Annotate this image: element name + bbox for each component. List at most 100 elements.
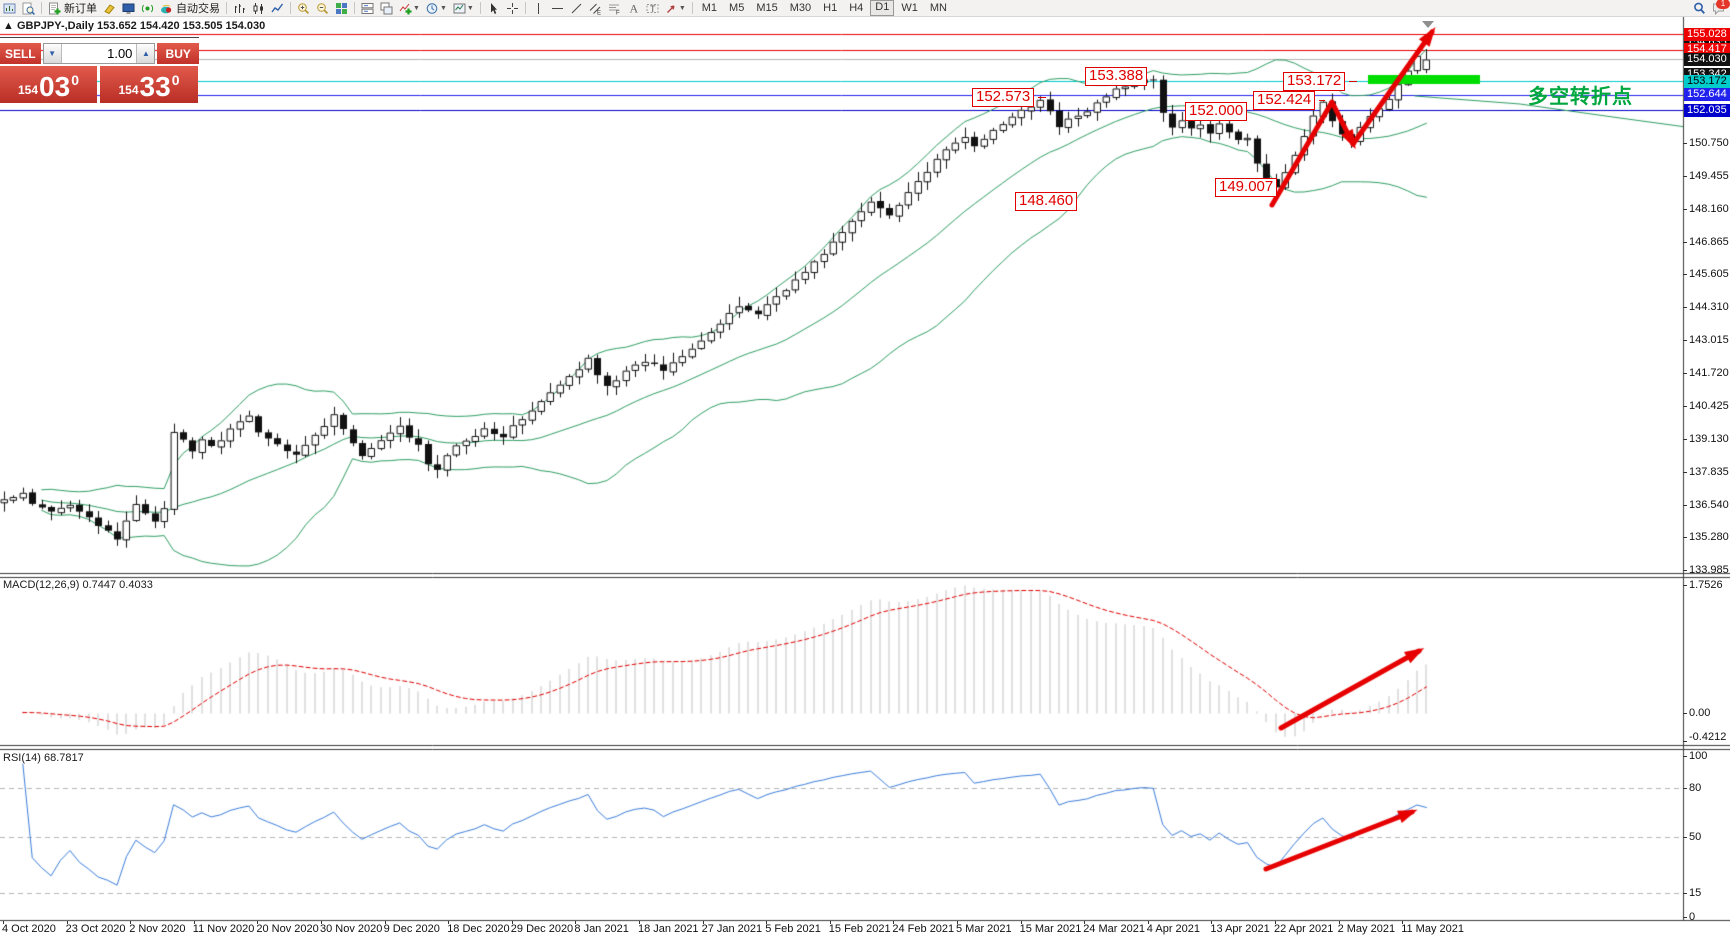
- bar-chart-button[interactable]: [231, 1, 248, 16]
- channel-button[interactable]: E: [587, 1, 604, 16]
- toolbar-separator: [290, 2, 291, 14]
- new-order-label: 新订单: [64, 3, 97, 15]
- templates-button[interactable]: ▼: [451, 1, 476, 16]
- market-watch-button[interactable]: [20, 1, 37, 16]
- price-flag-connector: [1319, 100, 1325, 102]
- search-button[interactable]: [1691, 1, 1708, 16]
- svg-text:T: T: [650, 4, 656, 14]
- cursor-button[interactable]: [485, 1, 502, 16]
- rsi-axis-tick-label: 50: [1689, 830, 1702, 843]
- price-axis-tick-label: 150.750: [1689, 137, 1729, 149]
- chart-shift-marker-icon[interactable]: [1422, 21, 1434, 28]
- new-order-button[interactable]: 新订单: [46, 1, 99, 16]
- svg-text:E: E: [597, 10, 601, 15]
- date-label: 24 Mar 2021: [1083, 923, 1145, 935]
- date-tick: [1338, 921, 1340, 924]
- rsi-axis-tick: [1683, 917, 1687, 918]
- timeframe-button-M5[interactable]: M5: [729, 2, 745, 14]
- symbol-ohlc-info: ▲ GBPJPY-,Daily 153.652 154.420 153.505 …: [3, 20, 266, 32]
- terminal-button[interactable]: [120, 1, 137, 16]
- notifications-button[interactable]: 1: [1710, 0, 1730, 16]
- auto-trading-label: 自动交易: [176, 3, 220, 15]
- timeframe-button-H4[interactable]: H4: [849, 2, 864, 14]
- price-axis-tick-label: 149.455: [1689, 169, 1729, 182]
- sell-button[interactable]: SELL: [0, 43, 41, 64]
- date-label: 30 Nov 2020: [320, 923, 383, 935]
- text-label-button[interactable]: T: [644, 1, 661, 16]
- timeframe-button-M15[interactable]: M15: [756, 2, 778, 14]
- auto-trading-button[interactable]: 自动交易: [158, 1, 222, 16]
- auto-trading-icon: [160, 2, 173, 15]
- strategy-tester-button[interactable]: [139, 1, 156, 16]
- price-axis-tick-label: 148.160: [1689, 202, 1729, 215]
- styler-button[interactable]: [101, 1, 118, 16]
- date-label: 15 Feb 2021: [828, 923, 891, 935]
- rsi-axis-tick-label: 15: [1689, 886, 1702, 899]
- cascade-windows-button[interactable]: [378, 1, 395, 16]
- price-flag-annotation: 148.460: [1015, 192, 1078, 212]
- zoom-in-button[interactable]: [295, 1, 312, 16]
- arrange-windows-button[interactable]: [359, 1, 376, 16]
- date-label: 2 May 2021: [1337, 923, 1396, 935]
- chart-window-button[interactable]: [1, 1, 18, 16]
- one-click-trade-panel: SELL ▼ ▲ BUY 154 03 0 154 33 0: [0, 43, 199, 103]
- price-axis-tick: [1683, 373, 1687, 374]
- vertical-line-icon: [532, 2, 545, 15]
- date-tick: [257, 921, 259, 924]
- horizontal-line-button[interactable]: [549, 1, 566, 16]
- periods-button[interactable]: ▼: [424, 1, 449, 16]
- candle-chart-button[interactable]: [250, 1, 267, 16]
- sell-price-display[interactable]: 154 03 0: [0, 66, 97, 103]
- toolbar-separator: [691, 2, 693, 14]
- price-axis-badge: 155.028: [1684, 27, 1730, 41]
- toolbar-separator: [479, 2, 481, 14]
- price-axis-tick-label: 143.015: [1689, 334, 1729, 347]
- timeframe-button-W1[interactable]: W1: [901, 2, 918, 14]
- date-tick: [1147, 921, 1149, 924]
- cursor-icon: [487, 2, 500, 15]
- line-chart-button[interactable]: [269, 1, 286, 16]
- price-axis-tick: [1683, 471, 1687, 473]
- timeframe-button-M30[interactable]: M30: [789, 2, 812, 14]
- add-indicator-button[interactable]: ▼: [397, 1, 422, 16]
- volume-input[interactable]: [61, 44, 137, 63]
- tile-windows-icon: [335, 2, 348, 15]
- buy-button[interactable]: BUY: [157, 43, 199, 64]
- arrow-shapes-button[interactable]: ▼: [663, 1, 688, 16]
- fibonacci-button[interactable]: F: [606, 1, 623, 16]
- date-tick: [829, 921, 831, 924]
- crosshair-button[interactable]: [504, 1, 521, 16]
- volume-decrease-button[interactable]: ▼: [43, 44, 62, 63]
- svg-text:F: F: [616, 10, 620, 15]
- buy-price-display[interactable]: 154 33 0: [100, 66, 198, 103]
- vertical-line-button[interactable]: [530, 1, 547, 16]
- macd-indicator-label: MACD(12,26,9) 0.7447 0.4033: [3, 579, 153, 591]
- sell-price-main: 03: [39, 71, 71, 102]
- svg-text:A: A: [629, 2, 638, 15]
- volume-increase-button[interactable]: ▲: [136, 44, 155, 63]
- timeframe-button-D1[interactable]: D1: [870, 0, 895, 16]
- cascade-windows-icon: [380, 2, 393, 15]
- date-label: 11 Nov 2020: [192, 923, 255, 935]
- trendline-icon: [570, 2, 583, 15]
- date-label: 20 Nov 2020: [256, 923, 319, 935]
- macd-axis-tick: [1683, 741, 1687, 742]
- templates-icon: [453, 2, 466, 15]
- text-button[interactable]: A: [625, 1, 642, 16]
- timeframe-button-M1[interactable]: M1: [701, 2, 718, 14]
- date-tick: [957, 921, 958, 924]
- tile-windows-button[interactable]: [333, 1, 350, 16]
- terminal-icon: [122, 2, 135, 15]
- price-axis-tick-label: 145.605: [1689, 268, 1729, 281]
- price-axis-tick: [1683, 504, 1687, 506]
- date-tick: [448, 921, 450, 924]
- trendline-button[interactable]: [568, 1, 585, 16]
- zoom-out-button[interactable]: [314, 1, 331, 16]
- timeframe-button-H1[interactable]: H1: [823, 2, 838, 14]
- timeframe-button-MN[interactable]: MN: [929, 2, 947, 14]
- price-axis-tick-label: 133.985: [1689, 564, 1729, 577]
- zoom-out-icon: [316, 2, 329, 15]
- date-label: 8 Jan 2021: [574, 923, 629, 935]
